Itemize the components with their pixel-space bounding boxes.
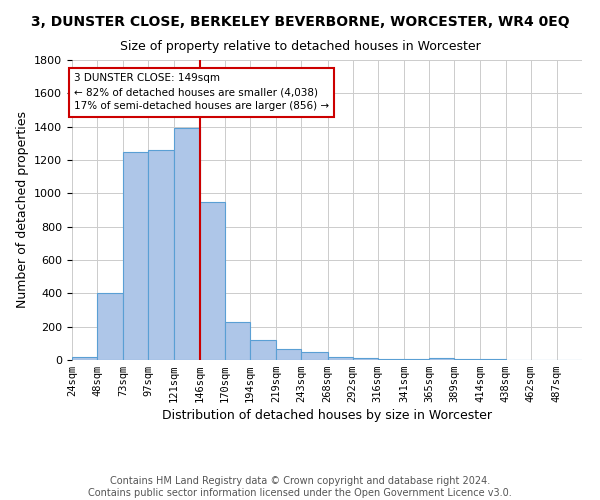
Bar bbox=[97, 294, 124, 360]
Bar bbox=[200, 202, 225, 360]
Text: 3 DUNSTER CLOSE: 149sqm
← 82% of detached houses are smaller (4,038)
17% of semi: 3 DUNSTER CLOSE: 149sqm ← 82% of detache… bbox=[74, 74, 329, 112]
Y-axis label: Number of detached properties: Number of detached properties bbox=[16, 112, 29, 308]
Bar bbox=[454, 359, 481, 360]
Bar bbox=[173, 128, 200, 360]
Bar bbox=[481, 359, 506, 360]
Bar bbox=[429, 358, 454, 360]
Bar bbox=[328, 356, 353, 360]
Bar bbox=[72, 356, 97, 360]
Text: 3, DUNSTER CLOSE, BERKELEY BEVERBORNE, WORCESTER, WR4 0EQ: 3, DUNSTER CLOSE, BERKELEY BEVERBORNE, W… bbox=[31, 15, 569, 29]
Bar bbox=[276, 349, 301, 360]
Bar bbox=[378, 358, 404, 360]
Bar bbox=[225, 322, 250, 360]
X-axis label: Distribution of detached houses by size in Worcester: Distribution of detached houses by size … bbox=[162, 410, 492, 422]
Text: Contains HM Land Registry data © Crown copyright and database right 2024.
Contai: Contains HM Land Registry data © Crown c… bbox=[88, 476, 512, 498]
Bar bbox=[301, 352, 328, 360]
Bar bbox=[353, 358, 378, 360]
Bar bbox=[250, 340, 276, 360]
Bar bbox=[124, 152, 148, 360]
Bar bbox=[404, 359, 429, 360]
Text: Size of property relative to detached houses in Worcester: Size of property relative to detached ho… bbox=[119, 40, 481, 53]
Bar bbox=[148, 150, 173, 360]
